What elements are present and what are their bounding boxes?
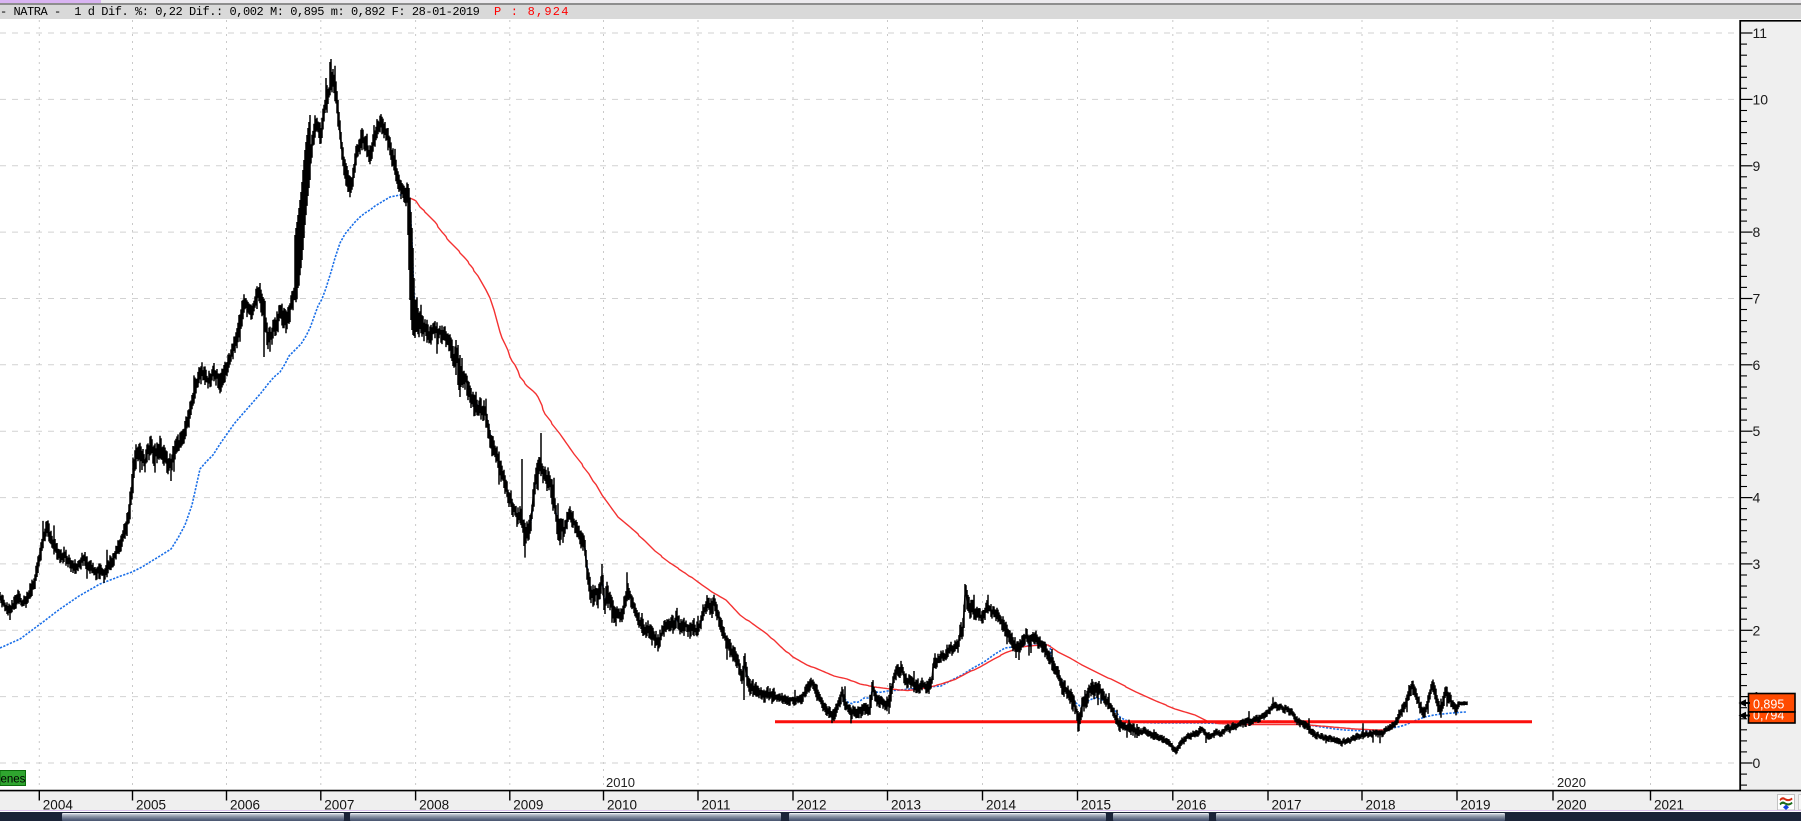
svg-text:2019: 2019 — [1461, 798, 1491, 813]
svg-text:2005: 2005 — [136, 798, 166, 813]
svg-text:9: 9 — [1753, 158, 1761, 174]
svg-text:2018: 2018 — [1366, 798, 1396, 813]
svg-text:2007: 2007 — [324, 798, 354, 813]
svg-text:2016: 2016 — [1176, 798, 1206, 813]
svg-text:2017: 2017 — [1272, 798, 1302, 813]
svg-text:10: 10 — [1753, 91, 1769, 107]
svg-text:2009: 2009 — [513, 798, 543, 813]
svg-text:2006: 2006 — [230, 798, 260, 813]
svg-text:2010: 2010 — [607, 798, 637, 813]
svg-text:2021: 2021 — [1654, 798, 1684, 813]
svg-text:0,895: 0,895 — [1753, 698, 1784, 712]
svg-text:11: 11 — [1753, 25, 1768, 41]
svg-text:5: 5 — [1753, 423, 1761, 439]
svg-text:2020: 2020 — [1557, 798, 1587, 813]
svg-text:2020: 2020 — [1557, 775, 1586, 790]
svg-text:4: 4 — [1753, 490, 1761, 506]
svg-text:2011: 2011 — [702, 798, 731, 813]
svg-text:8: 8 — [1753, 224, 1761, 240]
svg-text:2015: 2015 — [1081, 798, 1111, 813]
svg-text:6: 6 — [1753, 357, 1761, 373]
svg-text:2010: 2010 — [606, 775, 635, 790]
svg-text:2: 2 — [1753, 622, 1761, 638]
svg-text:0,794: 0,794 — [1753, 709, 1784, 723]
svg-text:enes: enes — [1, 774, 26, 786]
svg-text:2012: 2012 — [797, 798, 827, 813]
svg-text:2008: 2008 — [419, 798, 449, 813]
svg-text:7: 7 — [1753, 291, 1761, 307]
svg-text:2004: 2004 — [43, 798, 74, 813]
svg-text:2014: 2014 — [986, 798, 1017, 813]
svg-text:3: 3 — [1753, 556, 1761, 572]
svg-text:2013: 2013 — [891, 798, 921, 813]
svg-text:0: 0 — [1753, 755, 1761, 771]
